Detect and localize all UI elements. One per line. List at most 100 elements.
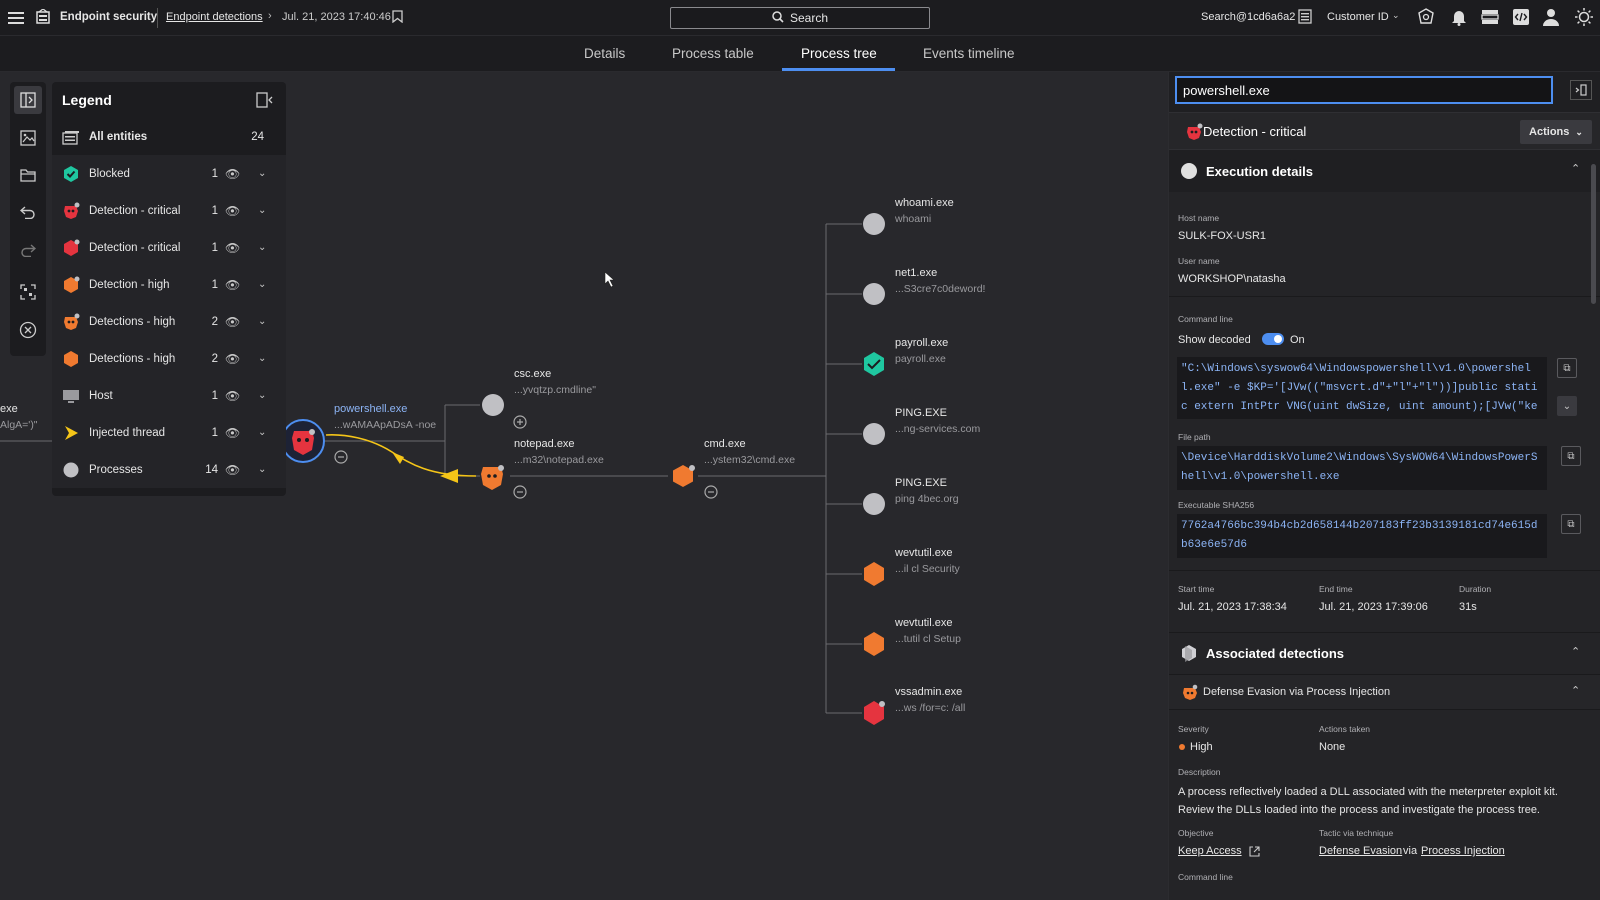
chevron-down-icon[interactable]: ⌄ xyxy=(258,279,267,290)
global-search-button[interactable]: Search xyxy=(670,7,930,29)
expand-command-line-icon[interactable]: ⌄ xyxy=(1557,396,1577,416)
node-label-powershell[interactable]: powershell.exe xyxy=(334,403,408,415)
visibility-eye-icon[interactable]: 👁 xyxy=(225,203,241,218)
chevron-down-icon[interactable]: ⌄ xyxy=(258,205,267,216)
node-label-net1[interactable]: net1.exe xyxy=(895,267,938,279)
redo-icon[interactable] xyxy=(14,236,42,264)
file-path-label: File path xyxy=(1178,432,1211,442)
toggle-legend-icon[interactable] xyxy=(14,86,42,114)
folder-icon[interactable] xyxy=(14,161,42,189)
legend-row-blocked[interactable]: Blocked 1 👁 ⌄ xyxy=(52,155,286,192)
active-tab-indicator xyxy=(782,68,895,71)
wevtutil2-high-hexagon-node xyxy=(864,632,884,656)
associated-detections-header[interactable]: Associated detections ⌃ xyxy=(1169,632,1600,674)
legend-row-detection-critical-hexagon[interactable]: Detection - critical 1 👁 ⌄ xyxy=(52,229,286,266)
panel-scrollbar[interactable] xyxy=(1591,164,1596,304)
notepad-high-node xyxy=(481,467,503,490)
node-label-ping2[interactable]: PING.EXE xyxy=(895,477,947,489)
tab-events-timeline[interactable]: Events timeline xyxy=(923,46,1015,61)
chevron-down-icon[interactable]: ⌄ xyxy=(258,464,267,475)
breadcrumb-endpoint-detections[interactable]: Endpoint detections xyxy=(166,11,263,23)
hamburger-menu-icon[interactable] xyxy=(4,6,28,30)
detection-high-hexagon-icon xyxy=(62,276,80,294)
technique-link[interactable]: Process Injection xyxy=(1421,845,1505,857)
legend-row-detections-high-hexagon[interactable]: Detections - high 2 👁 ⌄ xyxy=(52,340,286,377)
chevron-down-icon[interactable]: ⌄ xyxy=(258,390,267,401)
visibility-eye-icon[interactable]: 👁 xyxy=(225,277,241,292)
detection-critical-process-icon xyxy=(62,202,80,220)
duration-label: Duration xyxy=(1459,584,1492,594)
notifications-bell-icon[interactable] xyxy=(1451,8,1467,31)
chevron-up-icon[interactable]: ⌃ xyxy=(1571,685,1581,697)
messages-icon[interactable] xyxy=(1481,9,1499,30)
developer-code-icon[interactable] xyxy=(1512,8,1530,31)
detection-title: Detection - critical xyxy=(1203,124,1307,139)
visibility-eye-icon[interactable]: 👁 xyxy=(225,462,241,477)
process-tree-canvas[interactable]: exe AlgA=')" powershell.exe ...wAMAApADs… xyxy=(0,72,1168,900)
chevron-down-icon[interactable]: ⌄ xyxy=(258,242,267,253)
legend-row-all-entities[interactable]: All entities 24 xyxy=(52,118,286,155)
wevtutil1-high-hexagon-node xyxy=(864,562,884,586)
visibility-eye-icon[interactable]: 👁 xyxy=(225,314,241,329)
node-search-input[interactable]: powershell.exe xyxy=(1175,76,1553,104)
tactic-link[interactable]: Defense Evasion xyxy=(1319,845,1403,857)
copy-sha256-icon[interactable]: ⧉ xyxy=(1561,514,1581,534)
external-link-icon[interactable] xyxy=(1249,844,1260,862)
node-label-notepad[interactable]: notepad.exe xyxy=(514,438,575,450)
legend-row-processes[interactable]: Processes 14 👁 ⌄ xyxy=(52,451,286,488)
image-export-icon[interactable] xyxy=(14,124,42,152)
copy-file-path-icon[interactable]: ⧉ xyxy=(1561,446,1581,466)
user-account-label[interactable]: Search@1cd6a6a2 xyxy=(1201,11,1296,23)
node-label-vssadmin[interactable]: vssadmin.exe xyxy=(895,686,963,698)
fit-to-screen-icon[interactable] xyxy=(14,278,42,306)
associated-detection-item[interactable]: Defense Evasion via Process Injection ⌃ xyxy=(1169,674,1600,710)
chevron-down-icon[interactable]: ⌄ xyxy=(258,316,267,327)
close-circle-icon[interactable] xyxy=(14,316,42,344)
severity-dot-icon xyxy=(1179,744,1185,750)
copy-command-line-icon[interactable]: ⧉ xyxy=(1557,358,1577,378)
visibility-eye-icon[interactable]: 👁 xyxy=(225,240,241,255)
tab-process-table[interactable]: Process table xyxy=(672,46,754,61)
tenant-list-icon[interactable] xyxy=(1298,9,1312,29)
node-label-csc[interactable]: csc.exe xyxy=(514,368,552,380)
node-label-whoami[interactable]: whoami.exe xyxy=(895,197,954,209)
chevron-up-icon[interactable]: ⌃ xyxy=(1571,646,1581,658)
chevron-down-icon[interactable]: ⌄ xyxy=(258,427,267,438)
legend-row-detections-high-process[interactable]: Detections - high 2 👁 ⌄ xyxy=(52,303,286,340)
visibility-eye-icon[interactable]: 👁 xyxy=(225,388,241,403)
legend-row-injected-thread[interactable]: Injected thread 1 👁 ⌄ xyxy=(52,414,286,451)
user-profile-icon[interactable] xyxy=(1543,8,1559,31)
show-decoded-toggle[interactable] xyxy=(1262,333,1284,345)
execution-details-header[interactable]: Execution details ⌃ xyxy=(1169,152,1600,192)
file-path-value[interactable]: \Device\HarddiskVolume2\Windows\SysWOW64… xyxy=(1177,446,1547,490)
shield-badge-icon[interactable] xyxy=(1417,8,1435,31)
legend-row-detection-high[interactable]: Detection - high 1 👁 ⌄ xyxy=(52,266,286,303)
node-label-cmd[interactable]: cmd.exe xyxy=(704,438,746,450)
node-label-wevtutil2[interactable]: wevtutil.exe xyxy=(895,617,953,629)
node-label-ping1[interactable]: PING.EXE xyxy=(895,407,947,419)
legend-row-detection-critical-process[interactable]: Detection - critical 1 👁 ⌄ xyxy=(52,192,286,229)
chevron-up-icon[interactable]: ⌃ xyxy=(1571,163,1581,175)
chevron-down-icon[interactable]: ⌄ xyxy=(258,353,267,364)
visibility-eye-icon[interactable]: 👁 xyxy=(225,351,241,366)
chevron-down-icon[interactable]: ⌄ xyxy=(258,168,267,179)
collapse-legend-icon[interactable] xyxy=(256,92,274,113)
command-line-value[interactable]: "C:\Windows\syswow64\Windowspowershell\v… xyxy=(1177,357,1547,419)
customer-id-dropdown[interactable]: Customer ID xyxy=(1327,11,1389,23)
tab-details[interactable]: Details xyxy=(584,46,626,61)
tab-process-tree[interactable]: Process tree xyxy=(801,46,877,61)
theme-sun-icon[interactable] xyxy=(1574,7,1594,32)
objective-link[interactable]: Keep Access xyxy=(1178,845,1242,857)
legend-row-host[interactable]: Host 1 👁 ⌄ xyxy=(52,377,286,414)
undo-icon[interactable] xyxy=(14,198,42,226)
collapse-panel-icon[interactable] xyxy=(1570,80,1592,100)
top-bar: Endpoint security Endpoint detections › … xyxy=(0,0,1600,36)
actions-button[interactable]: Actions ⌄ xyxy=(1520,120,1592,144)
sha256-value[interactable]: 7762a4766bc394b4cb2d658144b207183ff23b31… xyxy=(1177,514,1547,558)
associated-detection-body: Severity High Actions taken None Descrip… xyxy=(1169,710,1600,900)
visibility-eye-icon[interactable]: 👁 xyxy=(225,425,241,440)
visibility-eye-icon[interactable]: 👁 xyxy=(225,166,241,181)
node-label-payroll[interactable]: payroll.exe xyxy=(895,337,949,349)
bookmark-icon[interactable] xyxy=(392,10,403,28)
node-label-wevtutil1[interactable]: wevtutil.exe xyxy=(895,547,953,559)
